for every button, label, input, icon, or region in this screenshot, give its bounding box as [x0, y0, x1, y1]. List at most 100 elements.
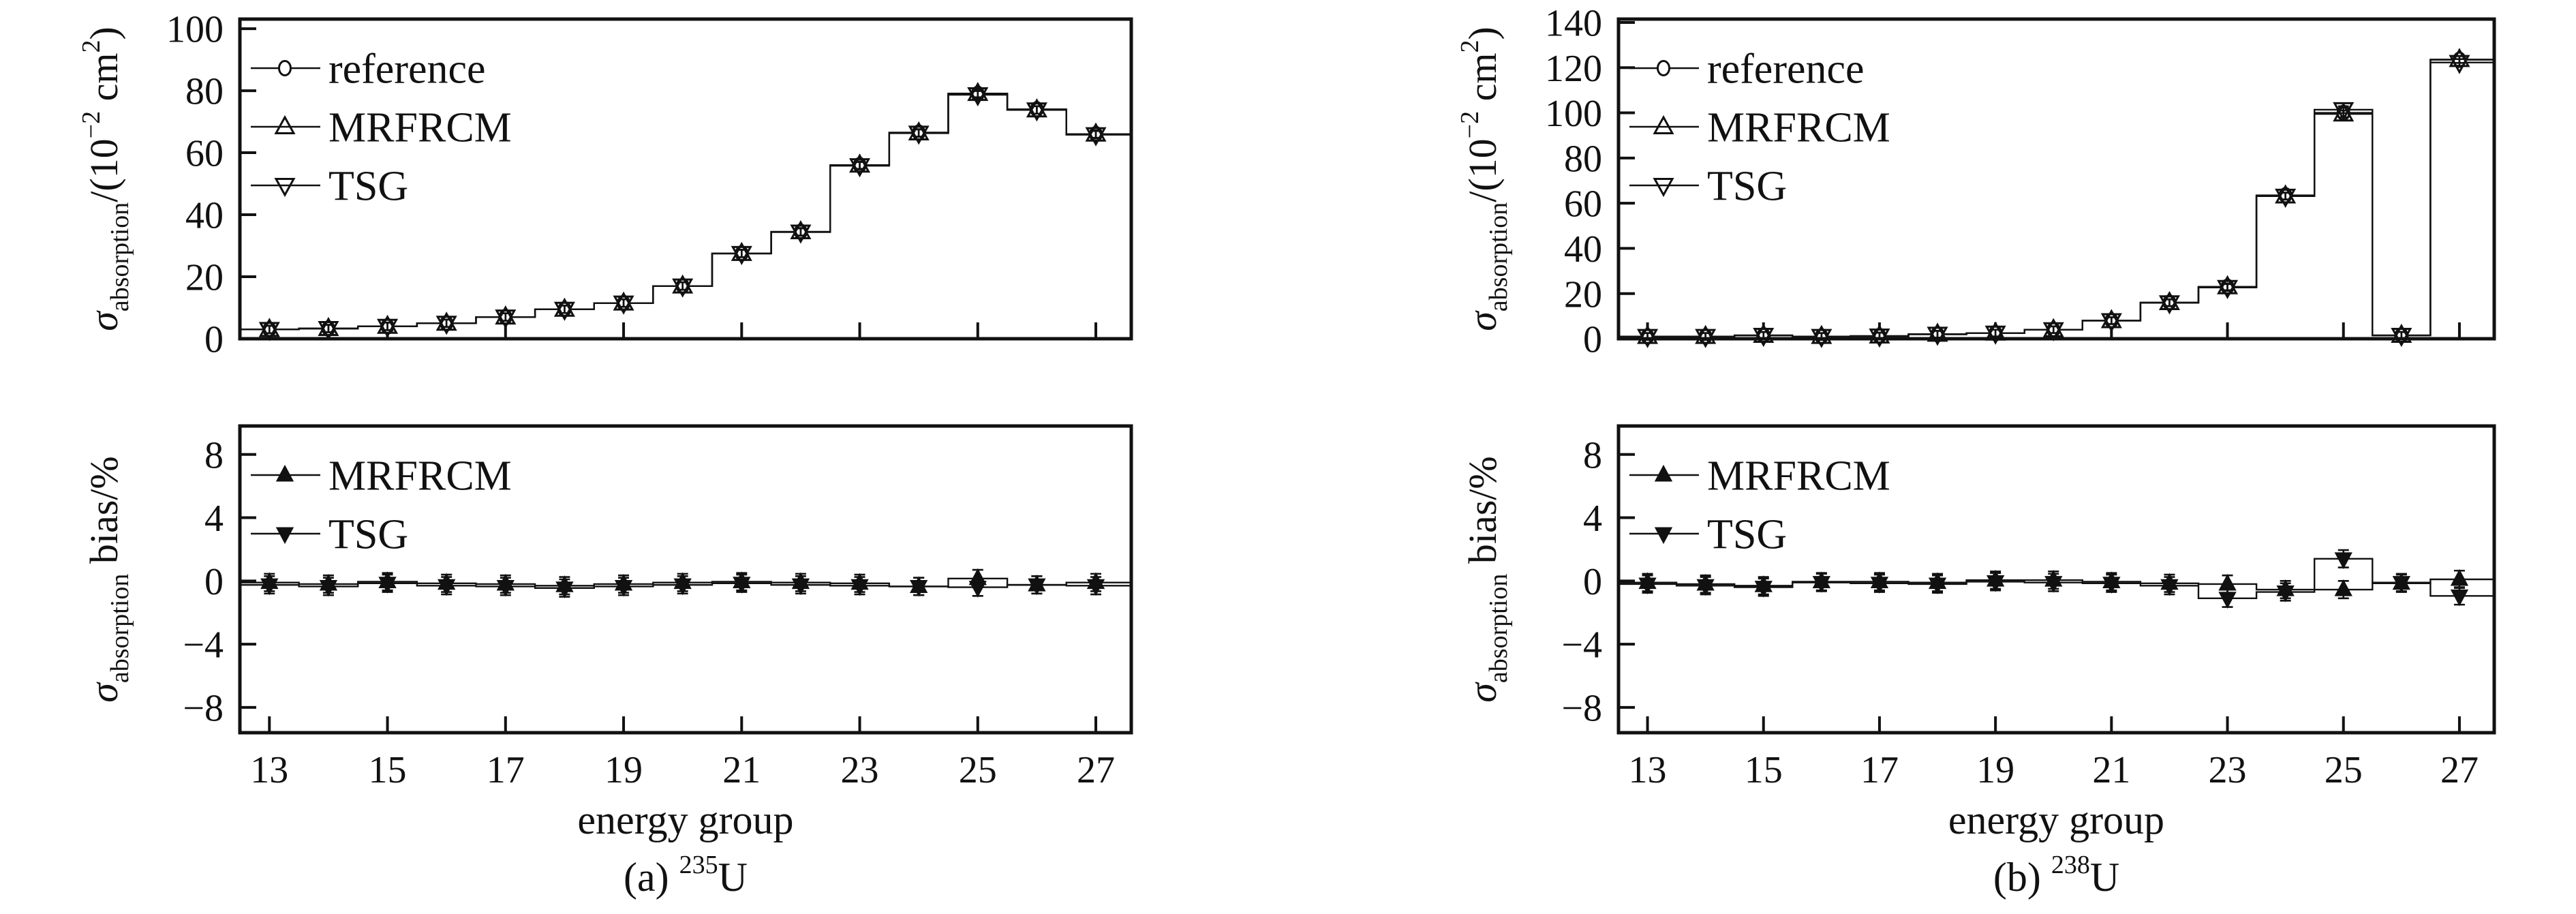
- tsg-triangle-down-filled-marker: [2102, 577, 2121, 594]
- legend: reference MRFRCM TSG: [251, 46, 512, 210]
- mrfrcm-triangle-up-marker: [908, 121, 930, 140]
- y-tick-label: 100: [1545, 93, 1602, 135]
- mrfrcm-triangle-up-marker: [318, 316, 339, 336]
- y-tick-label: 120: [1545, 48, 1602, 90]
- tsg-triangle-down-filled-marker: [275, 527, 294, 545]
- mrfrcm-triangle-up-marker: [1026, 98, 1047, 118]
- tsg-triangle-down-marker: [2449, 55, 2470, 74]
- tsg-triangle-down-marker: [967, 87, 989, 107]
- mrfrcm-triangle-up-marker: [2216, 275, 2239, 294]
- mrfrcm-triangle-up-marker: [377, 314, 399, 334]
- y-tick-label: 20: [1564, 273, 1602, 316]
- y-axis-label: σabsorption/(10−2 cm2): [77, 27, 134, 331]
- axes: −8 −4 0 4 8 13 15 17 19 21 23 25 27 energy group σabso…: [1460, 434, 2479, 900]
- tsg-triangle-down-marker: [731, 245, 752, 266]
- tsg-triangle-down-filled-marker: [2450, 589, 2469, 607]
- tsg-triangle-down-marker: [2391, 328, 2412, 348]
- mrfrcm-triangle-up-filled-marker: [2218, 573, 2237, 591]
- tsg-triangle-down-marker: [2216, 279, 2239, 299]
- tsg-triangle-down-marker: [1927, 326, 1948, 346]
- tsg-triangle-down-filled-marker: [614, 579, 633, 597]
- mrfrcm-triangle-up-marker: [2275, 184, 2297, 204]
- x-axis-label: energy group: [1948, 797, 2164, 842]
- mrfrcm-triangle-up-marker: [731, 241, 752, 261]
- y-tick-label: 40: [185, 195, 224, 237]
- x-tick-label: 19: [604, 749, 643, 791]
- x-tick-label: 25: [2325, 749, 2363, 791]
- chart-b-bias: −8 −4 0 4 8 13 15 17 19 21 23 25 27 energy group σabso…: [1460, 424, 2496, 900]
- axes: 0 20 40 60 80 100 σabsorption/(10−2 cm2): [77, 9, 1098, 361]
- mrfrcm-triangle-up-marker: [1927, 322, 1948, 342]
- plot-frame: [238, 17, 1133, 341]
- tsg-triangle-down-filled-marker: [260, 578, 279, 596]
- legend-label: TSG: [1707, 164, 1787, 210]
- legend-label: TSG: [328, 164, 408, 210]
- tsg-triangle-down-filled-marker: [1638, 577, 1657, 595]
- legend-label: reference: [328, 46, 486, 93]
- tsg-triangle-down-marker: [495, 309, 517, 329]
- tsg-triangle-down-filled-marker: [850, 579, 869, 596]
- tsg-triangle-down-filled-marker: [968, 581, 987, 598]
- chart-a-sigma: 0 20 40 60 80 100 σabsorption/(10−2 cm2) refere…: [77, 9, 1133, 361]
- x-tick-label: 27: [1077, 749, 1115, 791]
- y-tick-label: −8: [1561, 687, 1602, 729]
- x-tick-label: 13: [1629, 749, 1667, 791]
- y-tick-label: 0: [204, 319, 224, 361]
- tsg-triangle-down-filled-marker: [733, 577, 751, 594]
- mrfrcm-triangle-up-marker: [435, 311, 457, 331]
- x-tick-label: 13: [250, 749, 288, 791]
- x-tick-label: 17: [487, 749, 525, 791]
- tsg-triangle-down-marker: [2275, 188, 2297, 208]
- tsg-triangle-down-marker: [318, 320, 339, 341]
- x-tick-label: 19: [1976, 749, 2014, 791]
- y-axis-label: σabsorption bias/%: [82, 456, 134, 702]
- tsg-triangle-down-filled-marker: [2160, 579, 2179, 596]
- tsg-triangle-down-marker: [553, 301, 575, 321]
- mrfrcm-triangle-up-marker: [967, 82, 989, 102]
- tsg-triangle-down-marker: [2100, 313, 2122, 333]
- legend-label: reference: [1707, 46, 1865, 93]
- x-tick-label: 23: [841, 749, 879, 791]
- legend-label: TSG: [1707, 512, 1787, 558]
- x-tick-label: 17: [1860, 749, 1899, 791]
- mrfrcm-triangle-up-marker: [495, 305, 517, 325]
- y-axis-label: σabsorption bias/%: [1460, 456, 1513, 702]
- tsg-triangle-down-filled-marker: [1696, 579, 1715, 596]
- y-tick-label: 100: [166, 9, 224, 51]
- tsg-triangle-down-marker: [908, 125, 930, 145]
- y-tick-label: 80: [1564, 138, 1602, 180]
- tsg-triangle-down-filled-marker: [2044, 576, 2063, 593]
- tsg-triangle-down-filled-marker: [438, 579, 456, 596]
- tsg-triangle-down-filled-marker: [791, 578, 810, 596]
- x-tick-label: 21: [2092, 749, 2130, 791]
- markers-TSG: [260, 573, 1105, 598]
- x-tick-label: 25: [959, 749, 997, 791]
- mrfrcm-triangle-up-marker: [613, 291, 634, 311]
- mrfrcm-triangle-up-marker: [2042, 318, 2064, 337]
- chart-a-bias: −8 −4 0 4 8 13 15 17 19 21 23 25 27 energy group σabso…: [82, 424, 1133, 900]
- mrfrcm-triangle-up-marker: [1085, 122, 1107, 142]
- y-tick-label: 0: [204, 561, 224, 603]
- mrfrcm-triangle-up-marker: [672, 274, 694, 294]
- tsg-triangle-down-filled-marker: [2276, 585, 2295, 603]
- tsg-triangle-down-marker: [1984, 325, 2006, 345]
- tsg-triangle-down-filled-marker: [2218, 592, 2237, 609]
- tsg-triangle-down-marker: [2042, 322, 2064, 341]
- tsg-triangle-down-filled-marker: [319, 579, 338, 597]
- mrfrcm-triangle-up-marker: [1869, 324, 1890, 344]
- x-axis-label: energy group: [577, 797, 793, 842]
- mrfrcm-triangle-up-marker: [2391, 323, 2412, 344]
- tsg-triangle-down-filled-marker: [1812, 576, 1831, 593]
- plot-frame: [238, 424, 1133, 735]
- y-tick-label: 0: [1583, 561, 1602, 603]
- tsg-triangle-down-filled-marker: [1028, 578, 1046, 596]
- panel-caption: (b) 238U: [1993, 851, 2119, 900]
- tsg-triangle-down-filled-marker: [1928, 577, 1947, 595]
- tsg-triangle-down-filled-marker: [1754, 581, 1773, 598]
- tsg-triangle-down-marker: [1026, 102, 1047, 122]
- mrfrcm-triangle-up-marker: [1753, 323, 1775, 344]
- tsg-triangle-down-marker: [790, 224, 812, 244]
- tsg-triangle-down-marker: [377, 318, 399, 338]
